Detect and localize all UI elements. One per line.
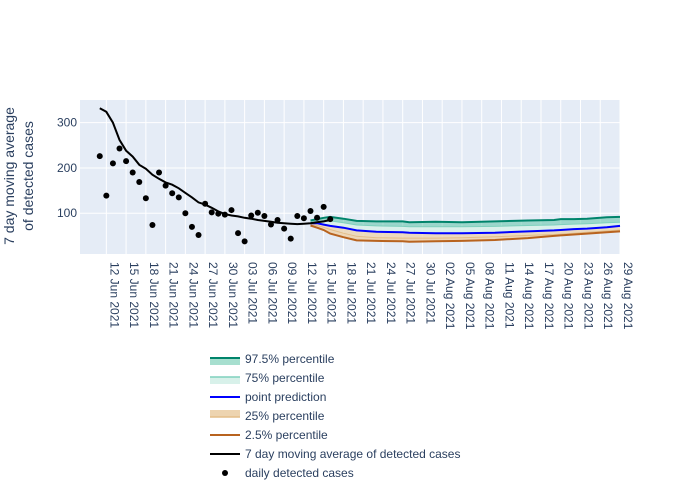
x-tick-label: 15 Jul 2021 xyxy=(325,262,339,324)
y-axis-ticks: 100 200 300 xyxy=(57,116,77,221)
daily-point xyxy=(109,160,116,167)
x-tick-label: 15 Jun 2021 xyxy=(127,262,141,328)
daily-point xyxy=(182,210,189,217)
y-tick-label: 300 xyxy=(57,116,77,130)
daily-point xyxy=(254,209,261,216)
band-p25-p025 xyxy=(310,224,620,242)
daily-point xyxy=(208,209,215,216)
daily-point xyxy=(287,235,294,242)
x-tick-label: 18 Jul 2021 xyxy=(344,262,358,324)
daily-point xyxy=(274,217,281,224)
daily-point xyxy=(215,210,222,217)
daily-point xyxy=(294,212,301,219)
daily-point xyxy=(175,194,182,201)
legend-item-p975: 97.5% percentile xyxy=(210,352,335,366)
x-tick-label: 09 Jul 2021 xyxy=(285,262,299,324)
legend-item-p75: 75% percentile xyxy=(210,371,325,385)
daily-point xyxy=(195,231,202,238)
daily-point xyxy=(202,200,209,207)
x-tick-label: 24 Jun 2021 xyxy=(186,262,200,328)
daily-point xyxy=(221,211,228,218)
y-axis-label-line-1: 7 day moving average xyxy=(1,107,17,245)
x-tick-label: 18 Jun 2021 xyxy=(147,262,161,328)
daily-point xyxy=(136,178,143,185)
daily-point xyxy=(228,207,235,214)
legend-item-p025: 2.5% percentile xyxy=(210,428,328,442)
x-tick-label: 27 Jun 2021 xyxy=(206,262,220,328)
legend: 97.5% percentile 75% percentile point pred… xyxy=(210,352,460,480)
legend-label: 25% percentile xyxy=(245,409,325,423)
daily-point xyxy=(314,214,321,221)
y-tick-label: 100 xyxy=(57,206,77,220)
x-tick-label: 17 Aug 2021 xyxy=(542,262,556,330)
x-tick-label: 30 Jul 2021 xyxy=(423,262,437,324)
x-tick-label: 05 Aug 2021 xyxy=(463,262,477,330)
legend-swatch xyxy=(210,358,240,365)
daily-point xyxy=(235,230,242,237)
band-point-p25 xyxy=(310,223,620,239)
y-axis-label-line-2: of detected cases xyxy=(20,121,36,231)
daily-point xyxy=(116,145,123,152)
daily-point xyxy=(156,169,163,176)
daily-point xyxy=(123,158,130,165)
x-tick-label: 06 Jul 2021 xyxy=(265,262,279,324)
legend-item-daily: daily detected cases xyxy=(222,466,354,480)
daily-point xyxy=(261,212,268,219)
x-tick-label: 12 Jul 2021 xyxy=(305,262,319,324)
daily-point xyxy=(320,203,327,210)
legend-item-ma: 7 day moving average of detected cases xyxy=(210,447,460,461)
legend-item-point: point prediction xyxy=(210,390,326,404)
daily-point xyxy=(129,169,136,176)
daily-point xyxy=(281,225,288,232)
x-tick-label: 23 Aug 2021 xyxy=(581,262,595,330)
daily-point xyxy=(307,207,314,214)
daily-point xyxy=(162,182,169,189)
daily-point xyxy=(142,195,149,202)
daily-point xyxy=(327,216,334,223)
legend-label: point prediction xyxy=(245,390,326,404)
daily-point xyxy=(149,222,156,229)
x-tick-label: 14 Aug 2021 xyxy=(522,262,536,330)
daily-point xyxy=(241,238,248,245)
x-tick-label: 29 Aug 2021 xyxy=(621,262,635,330)
legend-item-p25: 25% percentile xyxy=(210,409,325,423)
legend-label: 75% percentile xyxy=(245,371,325,385)
daily-point xyxy=(169,190,176,197)
p025-line xyxy=(310,224,621,243)
y-tick-label: 200 xyxy=(57,161,77,175)
legend-label: 7 day moving average of detected cases xyxy=(245,447,460,461)
x-tick-label: 27 Jul 2021 xyxy=(404,262,418,324)
x-tick-label: 08 Aug 2021 xyxy=(483,262,497,330)
point-prediction-line xyxy=(310,222,621,235)
band-p975-p75 xyxy=(310,216,620,227)
daily-point xyxy=(103,192,110,199)
x-tick-label: 20 Aug 2021 xyxy=(562,262,576,330)
x-tick-label: 12 Jun 2021 xyxy=(107,262,121,328)
x-tick-label: 24 Jul 2021 xyxy=(384,262,398,324)
legend-label: 2.5% percentile xyxy=(245,428,328,442)
legend-label: daily detected cases xyxy=(245,466,354,480)
daily-points xyxy=(96,145,334,245)
x-tick-label: 11 Aug 2021 xyxy=(502,262,516,329)
legend-swatch xyxy=(210,410,240,417)
legend-swatch-marker xyxy=(222,470,228,476)
moving-average-line xyxy=(99,107,331,226)
x-tick-label: 26 Aug 2021 xyxy=(601,262,615,330)
legend-label: 97.5% percentile xyxy=(245,352,335,366)
p25-line xyxy=(310,223,621,239)
daily-point xyxy=(300,215,307,222)
x-axis-ticks: 12 Jun 2021 15 Jun 2021 18 Jun 2021 21 Jun … xyxy=(107,262,635,330)
daily-point xyxy=(96,153,103,160)
x-tick-label: 02 Aug 2021 xyxy=(443,262,457,330)
x-tick-label: 21 Jul 2021 xyxy=(364,262,378,324)
legend-swatch xyxy=(210,377,240,384)
x-tick-label: 03 Jul 2021 xyxy=(246,262,260,324)
x-tick-label: 30 Jun 2021 xyxy=(226,262,240,328)
daily-point xyxy=(188,223,195,230)
x-tick-label: 21 Jun 2021 xyxy=(167,262,181,328)
daily-point xyxy=(248,212,255,219)
daily-point xyxy=(267,221,274,228)
